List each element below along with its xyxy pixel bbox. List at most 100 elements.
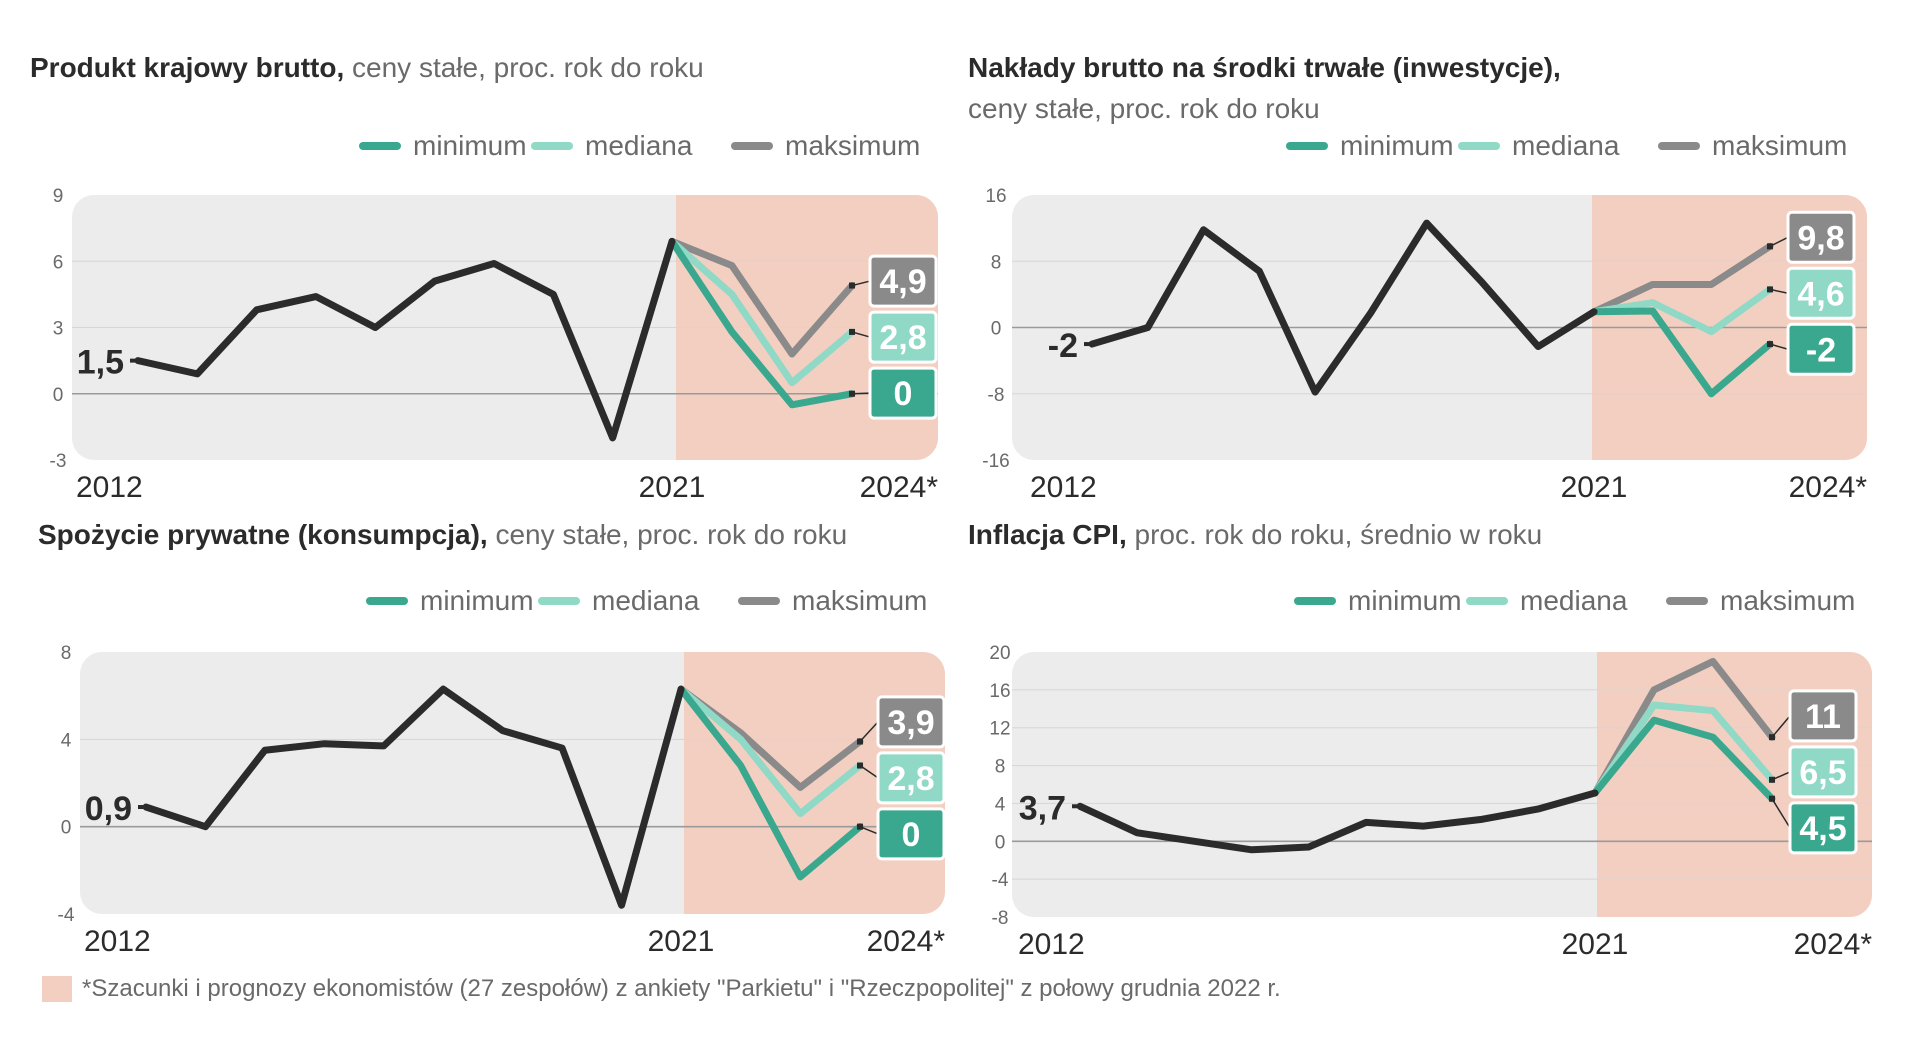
start-value-label: 3,7 — [1019, 789, 1066, 827]
gridlines — [1012, 689, 1872, 880]
forecast-swatch — [42, 976, 72, 1002]
end-dot-minimum — [1767, 341, 1773, 348]
end-value-box-mediana — [868, 310, 938, 364]
series-line-maksimum — [668, 237, 856, 358]
end-dot-mediana — [857, 762, 863, 769]
legend-label-minimum: minimum — [413, 130, 527, 161]
legend-label-mediana: mediana — [1512, 130, 1620, 161]
start-value-label: -2 — [1048, 327, 1078, 365]
y-tick-label: -16 — [982, 451, 1009, 472]
chart-title-bold: Produkt krajowy brutto, — [30, 52, 344, 83]
end-value-label-minimum: -2 — [1806, 331, 1836, 369]
y-tick-label: 8 — [61, 643, 72, 664]
series-line-minimum — [1591, 716, 1776, 803]
end-value-box-maksimum — [1788, 689, 1858, 743]
end-value-box-maksimum — [868, 254, 938, 308]
end-value-box-minimum — [1788, 801, 1858, 855]
end-connector-minimum — [1771, 798, 1791, 829]
end-value-label-maksimum: 3,9 — [887, 704, 934, 742]
legend: minimum mediana maksimum — [1294, 585, 1855, 616]
y-tick-label: 8 — [995, 757, 1006, 778]
chart-title-bold: Inflacja CPI, — [968, 519, 1127, 550]
y-tick-label: 9 — [53, 186, 64, 207]
y-tick-label: 6 — [53, 252, 64, 273]
start-value-label: 1,5 — [77, 344, 124, 382]
x-label-end: 2024* — [860, 471, 939, 504]
chart-pkb: Produkt krajowy brutto, ceny stałe, proc… — [30, 52, 938, 504]
legend-label-maksimum: maksimum — [785, 130, 920, 161]
series-line-minimum — [668, 237, 856, 409]
end-dot-mediana — [1767, 286, 1773, 293]
end-value-box-mediana — [1786, 266, 1856, 320]
x-label-mid: 2021 — [1562, 928, 1629, 961]
x-label-end: 2024* — [1794, 928, 1873, 961]
gridlines — [72, 260, 938, 395]
end-dot-maksimum — [857, 738, 863, 745]
end-dot-minimum — [1769, 795, 1775, 802]
end-value-label-maksimum: 4,9 — [879, 263, 926, 301]
chart-title-line2: ceny stałe, proc. rok do roku — [968, 93, 1320, 124]
chart-inwestycje: Nakłady brutto na środki trwałe (inwesty… — [968, 52, 1867, 504]
y-tick-label: -4 — [58, 905, 75, 926]
end-dot-mediana — [849, 328, 855, 335]
gridlines — [1012, 260, 1867, 395]
end-connector-maksimum — [859, 721, 879, 743]
series-line-history — [142, 685, 685, 909]
chart-title: Nakłady brutto na środki trwałe (inwesty… — [968, 52, 1561, 83]
y-tick-label: 0 — [61, 818, 72, 839]
y-tick-label: 0 — [995, 832, 1006, 853]
y-tick-label: 16 — [985, 186, 1006, 207]
chart-title: Spożycie prywatne (konsumpcja), ceny sta… — [38, 519, 847, 550]
end-value-box-minimum — [1786, 322, 1856, 376]
end-value-label-minimum: 4,5 — [1799, 810, 1846, 848]
chart-title-rest: ceny stałe, proc. rok do roku — [344, 52, 704, 83]
chart-title-bold: Spożycie prywatne (konsumpcja), — [38, 519, 488, 550]
series-line-minimum — [1590, 307, 1774, 398]
end-value-label-maksimum: 11 — [1805, 698, 1841, 736]
y-tick-label: 0 — [991, 319, 1002, 340]
gridlines — [80, 738, 945, 828]
end-value-box-maksimum — [876, 695, 946, 749]
end-dot-mediana — [1769, 776, 1775, 783]
end-value-box-maksimum — [1786, 210, 1856, 264]
y-tick-label: -4 — [992, 870, 1009, 891]
footnote: *Szacunki i prognozy ekonomistów (27 zes… — [42, 975, 1281, 1002]
end-value-box-mediana — [876, 751, 946, 805]
chart-title-rest: ceny stałe, proc. rok do roku — [488, 519, 848, 550]
end-value-label-mediana: 2,8 — [879, 319, 926, 357]
series-line-minimum — [677, 685, 864, 881]
legend-label-minimum: minimum — [420, 585, 534, 616]
series-line-mediana — [677, 685, 864, 818]
y-tick-label: 16 — [989, 681, 1010, 702]
legend-label-minimum: minimum — [1348, 585, 1462, 616]
y-tick-label: 8 — [991, 252, 1002, 273]
chart-title-bold: Nakłady brutto na środki trwałe (inwesty… — [968, 52, 1561, 83]
end-dot-maksimum — [1769, 734, 1775, 741]
chart-inflacja: Inflacja CPI, proc. rok do roku, średnio… — [968, 519, 1872, 961]
series-line-maksimum — [1591, 657, 1776, 797]
legend: minimum mediana maksimum — [1286, 130, 1847, 161]
legend-label-mediana: mediana — [585, 130, 693, 161]
start-value-label: 0,9 — [85, 790, 132, 828]
end-value-label-maksimum: 9,8 — [1797, 219, 1844, 257]
y-tick-label: 4 — [61, 730, 72, 751]
series-line-mediana — [668, 237, 856, 387]
legend-label-maksimum: maksimum — [1712, 130, 1847, 161]
series-line-mediana — [1590, 285, 1774, 336]
x-label-mid: 2021 — [1561, 471, 1628, 504]
legend: minimum mediana maksimum — [366, 585, 927, 616]
legend: minimum mediana maksimum — [359, 130, 920, 161]
end-value-label-mediana: 6,5 — [1799, 754, 1846, 792]
end-value-box-minimum — [876, 807, 946, 861]
x-label-start: 2012 — [76, 471, 143, 504]
legend-label-minimum: minimum — [1340, 130, 1454, 161]
end-value-label-mediana: 2,8 — [887, 760, 934, 798]
x-label-start: 2012 — [84, 925, 151, 958]
end-dot-maksimum — [849, 282, 855, 289]
end-dot-minimum — [857, 823, 863, 830]
y-tick-label: -8 — [988, 385, 1005, 406]
footnote-text: *Szacunki i prognozy ekonomistów (27 zes… — [82, 975, 1281, 1002]
chart-title: Inflacja CPI, proc. rok do roku, średnio… — [968, 519, 1542, 550]
series-line-history — [1088, 219, 1598, 396]
